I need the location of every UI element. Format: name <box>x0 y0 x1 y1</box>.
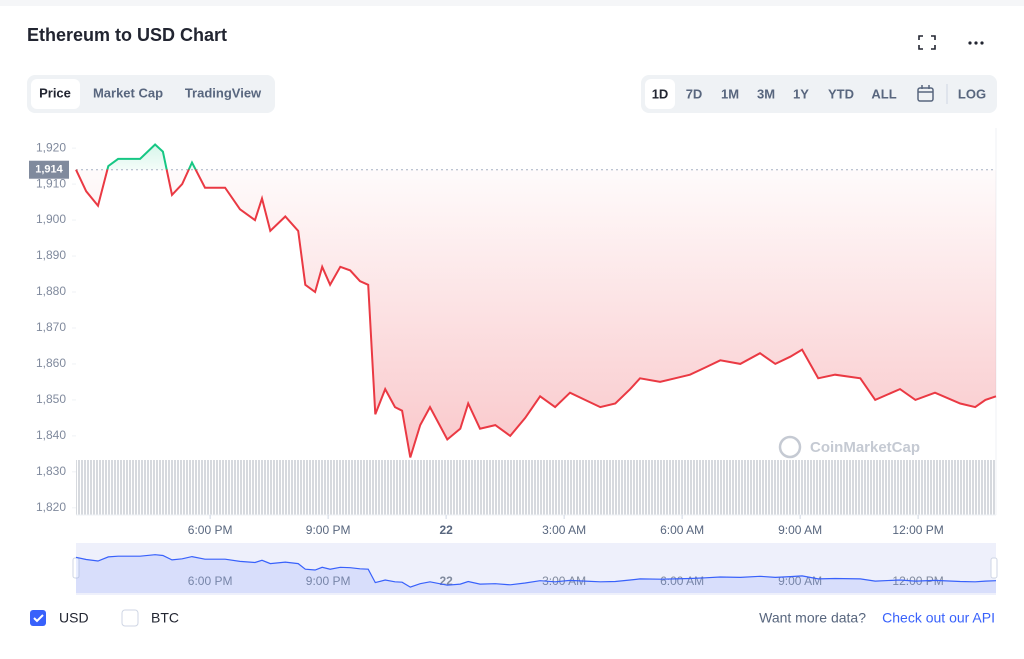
x-tick-label: 9:00 PM <box>306 523 351 537</box>
watermark: CoinMarketCap <box>810 439 920 456</box>
currency-label: USD <box>59 610 89 626</box>
tab[interactable]: Market Cap <box>93 85 163 100</box>
y-tick-label: 1,900 <box>36 212 66 226</box>
range-button[interactable]: ALL <box>871 86 896 101</box>
reference-label: 1,914 <box>35 164 63 176</box>
x-tick-label: 12:00 PM <box>892 523 943 537</box>
range-selected <box>645 79 675 109</box>
navigator-tick-label: 6:00 AM <box>660 574 704 588</box>
x-tick-label: 6:00 PM <box>188 523 233 537</box>
tab-group <box>27 75 275 113</box>
y-tick-label: 1,840 <box>36 428 66 442</box>
tab[interactable]: Price <box>39 85 71 100</box>
tab[interactable]: TradingView <box>185 85 262 100</box>
range-button[interactable]: 7D <box>686 86 703 101</box>
range-button[interactable]: 1M <box>721 86 739 101</box>
navigator-handle[interactable] <box>990 557 998 579</box>
watermark-logo <box>778 435 802 459</box>
top-strip <box>0 0 1024 6</box>
x-tick-label: 22 <box>439 523 453 537</box>
check-mark <box>33 614 44 623</box>
navigator[interactable] <box>76 543 996 595</box>
calendar-icon[interactable] <box>917 85 934 102</box>
range-button[interactable]: YTD <box>828 86 854 101</box>
tab-selected <box>31 79 80 109</box>
currency-label: BTC <box>151 610 179 626</box>
volume-bars <box>76 460 996 515</box>
navigator-line <box>75 554 997 588</box>
reference-badge <box>29 160 69 179</box>
checkbox[interactable] <box>121 609 139 627</box>
range-group <box>641 75 997 113</box>
area <box>76 144 996 458</box>
y-tick-label: 1,860 <box>36 356 66 370</box>
range-button[interactable]: LOG <box>958 86 986 101</box>
y-tick-label: 1,890 <box>36 248 66 262</box>
range-button[interactable]: 3M <box>757 86 775 101</box>
chart-title: Ethereum to USD Chart <box>27 25 227 45</box>
more-icon[interactable] <box>968 41 984 45</box>
x-tick-label: 9:00 AM <box>778 523 822 537</box>
navigator-handle[interactable] <box>72 557 80 579</box>
navigator-tick-label: 9:00 PM <box>306 574 351 588</box>
y-tick-label: 1,910 <box>36 176 66 190</box>
y-tick-label: 1,820 <box>36 500 66 514</box>
x-tick-label: 3:00 AM <box>542 523 586 537</box>
y-tick-label: 1,870 <box>36 320 66 334</box>
api-link[interactable]: Check out our API <box>882 610 995 626</box>
y-tick-label: 1,850 <box>36 392 66 406</box>
range-button[interactable]: 1Y <box>793 86 809 101</box>
navigator-tick-label: 6:00 PM <box>188 574 233 588</box>
fullscreen-icon[interactable] <box>918 35 936 50</box>
footer-prompt: Want more data? <box>759 610 866 626</box>
y-tick-label: 1,920 <box>36 140 66 154</box>
navigator-area <box>76 554 996 593</box>
checkbox-checked[interactable] <box>30 610 46 626</box>
y-tick-label: 1,830 <box>36 464 66 478</box>
y-tick-label: 1,880 <box>36 284 66 298</box>
price-line <box>75 143 997 458</box>
x-tick-label: 6:00 AM <box>660 523 704 537</box>
range-button[interactable]: 1D <box>652 86 669 101</box>
